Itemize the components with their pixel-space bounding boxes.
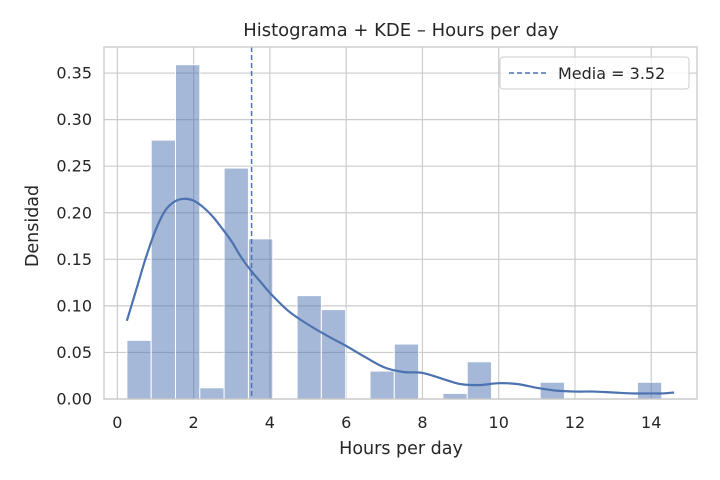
kde-curve <box>125 197 675 395</box>
x-tick-label: 8 <box>417 413 427 432</box>
kde-curve-group <box>125 197 675 395</box>
x-tick-label: 14 <box>641 413 661 432</box>
histogram-bars <box>126 64 663 400</box>
histogram-bar <box>126 339 152 400</box>
y-tick-label: 0.20 <box>56 203 92 222</box>
y-tick-label: 0.10 <box>56 296 92 315</box>
histogram-bar <box>223 167 249 400</box>
histogram-bar <box>369 370 395 400</box>
x-tick-label: 2 <box>189 413 199 432</box>
x-tick-label: 12 <box>565 413 585 432</box>
tick-labels: 0 2 4 6 8 10 12 14 0.00 0.05 0.10 0.15 0.20 0.25 0.30 0… <box>56 64 661 432</box>
histogram-bar <box>442 392 468 400</box>
y-tick-label: 0.15 <box>56 250 92 269</box>
histogram-bar <box>199 387 225 400</box>
legend: Media = 3.52 <box>499 56 690 90</box>
plot-frame <box>103 46 698 400</box>
x-tick-label: 0 <box>112 413 122 432</box>
y-tick-label: 0.00 <box>56 390 92 409</box>
x-axis-label: Hours per day <box>339 439 463 459</box>
y-tick-label: 0.35 <box>56 64 92 83</box>
histogram-bar <box>320 309 347 400</box>
y-axis-label: Densidad <box>23 185 43 267</box>
histogram-bar <box>296 295 322 400</box>
y-tick-label: 0.25 <box>56 157 92 176</box>
x-tick-label: 4 <box>265 413 275 432</box>
histogram-bar <box>150 139 177 400</box>
legend-mean-label: Media = 3.52 <box>558 64 665 83</box>
histogram-bar <box>247 238 274 400</box>
x-tick-label: 6 <box>341 413 351 432</box>
histogram-bar <box>636 381 663 400</box>
histogram-bar <box>175 64 201 400</box>
y-tick-label: 0.05 <box>56 343 92 362</box>
y-tick-label: 0.30 <box>56 110 92 129</box>
histogram-bar <box>466 361 493 400</box>
plot-border <box>103 46 698 400</box>
x-tick-label: 10 <box>489 413 509 432</box>
legend-box <box>499 56 690 90</box>
chart-title: Histograma + KDE – Hours per day <box>243 20 559 41</box>
